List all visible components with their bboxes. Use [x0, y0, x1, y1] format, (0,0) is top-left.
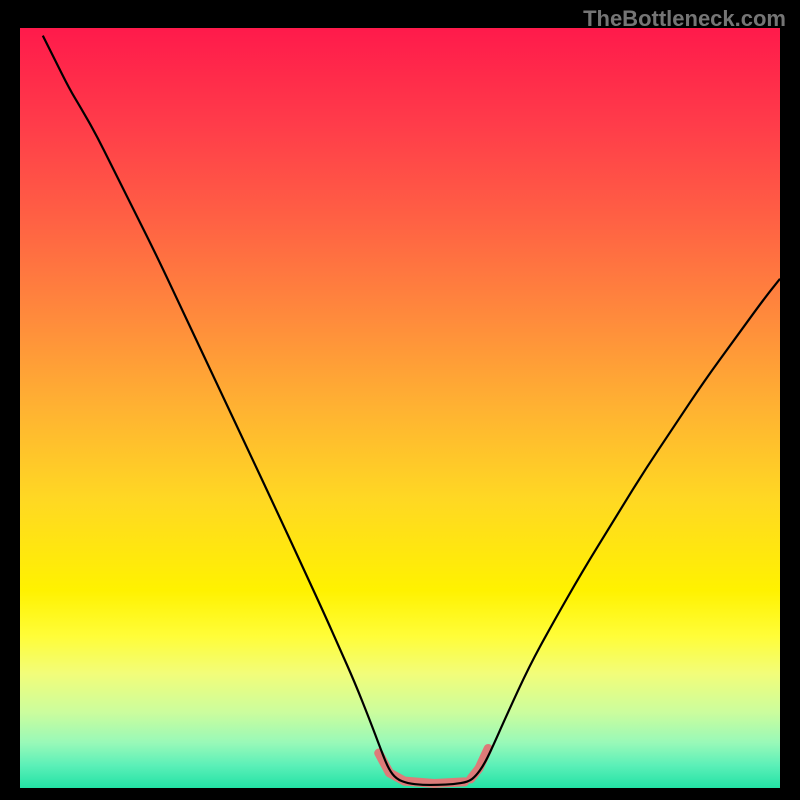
bottleneck-chart — [0, 0, 800, 800]
gradient-background — [20, 28, 780, 788]
chart-container: TheBottleneck.com — [0, 0, 800, 800]
